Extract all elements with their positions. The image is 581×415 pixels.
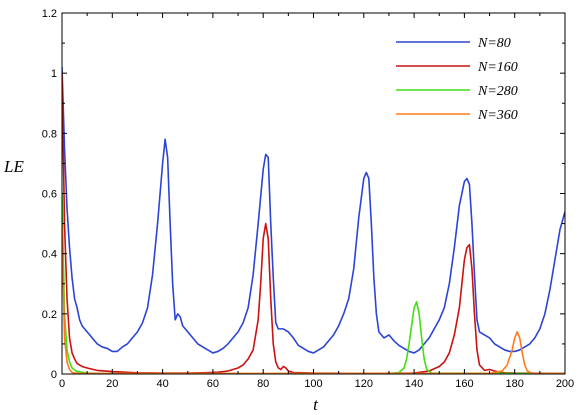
x-tick-label: 120 (355, 378, 373, 390)
y-tick-label: 1 (51, 68, 57, 80)
y-tick-label: 0.8 (42, 128, 57, 140)
x-axis-label: t (313, 395, 319, 414)
legend: N=80 N=160 N=280 N=360 (396, 36, 518, 123)
y-tick-label: 0.2 (42, 309, 57, 321)
x-tick-label: 20 (106, 378, 118, 390)
y-tick-label: 0.4 (42, 249, 57, 261)
legend-label: N=80 (477, 36, 511, 51)
legend-label: N=360 (477, 108, 518, 123)
series-line-n-360 (62, 223, 565, 374)
series-line-n-160 (62, 73, 565, 374)
x-tick-label: 100 (304, 378, 322, 390)
ticks-layer: 0 20 40 60 80 100 120 140 160 180 200 0 0.2 0.4 0.6 0.8… (42, 8, 574, 390)
y-tick-label: 1.2 (42, 8, 57, 20)
y-axis-label: LE (3, 157, 24, 176)
legend-label: N=160 (477, 60, 518, 75)
x-tick-label: 0 (59, 378, 65, 390)
x-tick-label: 140 (405, 378, 423, 390)
legend-label: N=280 (477, 84, 518, 99)
y-tick-label: 0.6 (42, 189, 57, 201)
series-line-n-280 (62, 193, 565, 374)
x-tick-label: 180 (506, 378, 524, 390)
x-tick-label: 40 (156, 378, 168, 390)
series-layer (62, 67, 565, 374)
x-tick-label: 60 (207, 378, 219, 390)
series-line-n-80 (62, 67, 565, 354)
x-tick-label: 80 (257, 378, 269, 390)
x-tick-label: 160 (455, 378, 473, 390)
x-tick-label: 200 (556, 378, 574, 390)
y-tick-label: 0 (51, 369, 57, 381)
